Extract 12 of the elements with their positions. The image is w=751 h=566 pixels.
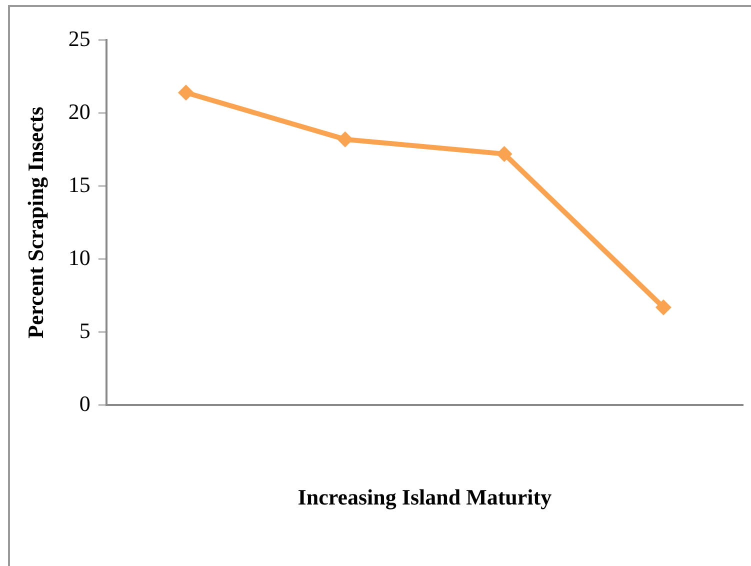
y-tick-label: 15	[68, 172, 90, 197]
y-tick-label: 10	[68, 244, 90, 270]
point	[496, 146, 512, 162]
y-tick-label: 0	[79, 390, 90, 416]
point	[655, 299, 672, 316]
y-tick-label: 20	[68, 98, 90, 124]
y-tick-label: 25	[68, 26, 90, 51]
y-tick-label: 5	[79, 318, 90, 343]
point	[178, 84, 194, 101]
y-axis-title: Percent Scraping Insects	[22, 106, 48, 338]
x-axis-title: Increasing Island Maturity	[298, 484, 552, 510]
point	[337, 131, 354, 148]
